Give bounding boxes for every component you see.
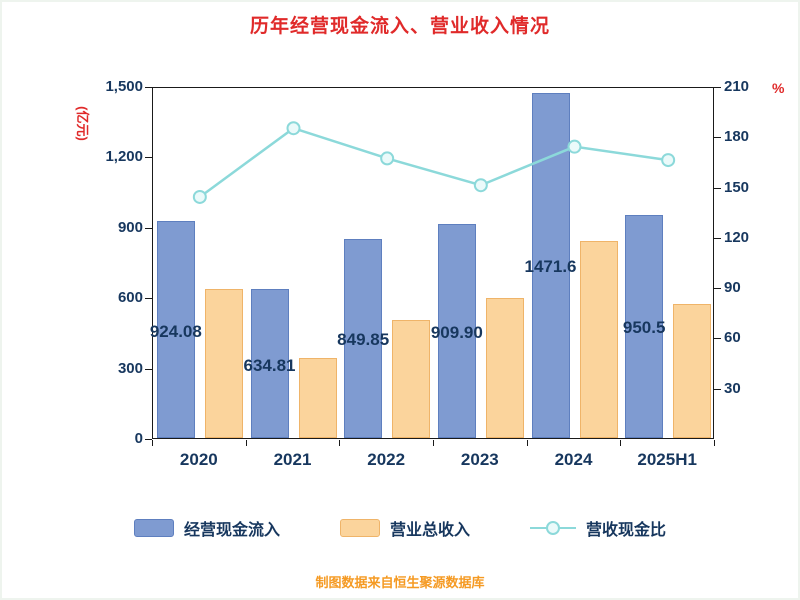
right-axis-tickmark [714,388,721,390]
bar-value-label-2025H1: 950.5 [622,318,666,338]
right-axis-tickmark [714,137,721,139]
bar-cash-inflow-2023 [437,224,476,438]
chart-title: 历年经营现金流入、营业收入情况 [249,16,550,37]
right-axis-unit-label: % [772,80,785,96]
cash-inflow-swatch-icon [133,519,174,537]
x-axis-tickmark [152,440,153,446]
left-axis-tick-label: 1,200 [105,148,143,166]
x-axis-label-2022: 2022 [367,450,406,469]
left-axis-tick-label: 300 [117,359,143,377]
left-axis-tickmark [145,439,152,440]
right-axis-tickmark [714,288,721,290]
left-axis-tick-label: 600 [117,289,143,307]
ratio-marker-2025H1 [661,153,676,168]
ratio-marker-2021 [286,121,301,136]
x-axis-tickmark [714,440,715,446]
legend-item-ratio: 营收现金比 [530,516,666,540]
bar-cash-inflow-2021 [250,289,289,438]
ratio-marker-2020 [192,189,207,204]
left-axis-tickmark [145,87,152,88]
right-axis-tick-label: 180 [724,128,750,146]
right-axis-tick-label: 150 [724,178,750,196]
legend: 经营现金流入 营业总收入 营收现金比 [2,516,798,540]
bar-revenue-2021 [298,357,337,438]
right-axis-tickmark [714,237,721,239]
bar-value-label-2020: 924.08 [149,321,202,341]
left-axis-tick-label: 1,500 [105,78,143,95]
ratio-marker-2024 [567,139,582,154]
x-axis-label-2020: 2020 [179,450,218,469]
left-axis-tickmark [145,368,152,370]
ratio-marker-2023 [473,178,488,193]
right-axis-tick-label: 30 [724,379,741,397]
legend-label-cash-inflow: 经营现金流入 [183,522,280,539]
left-axis-unit-label: (亿元) [74,106,90,141]
left-axis-tickmark [145,298,152,300]
legend-item-cash-inflow: 经营现金流入 [133,516,280,540]
left-axis-tick-label: 900 [117,218,143,236]
bar-cash-inflow-2025H1 [625,214,664,438]
plot-area: 924.08 634.81 849.85 909.90 1471.6 950.5 [149,87,714,439]
bar-revenue-2020 [204,288,243,438]
bar-value-label-2024: 1471.6 [524,257,577,277]
x-axis-tickmark [526,440,528,446]
bar-revenue-2024 [579,241,618,438]
source-note: 制图数据来自恒生聚源数据库 [315,575,485,590]
bar-cash-inflow-2022 [344,238,383,438]
right-axis-tick-label: 120 [724,228,750,246]
x-axis-tickmark [620,440,622,446]
legend-item-revenue: 营业总收入 [339,516,470,540]
bar-value-label-2021: 634.81 [243,355,296,375]
ratio-line [199,126,669,198]
x-axis-label-2023: 2023 [460,450,499,469]
x-axis-tickmark [339,440,341,446]
right-axis-tickmark [714,187,721,189]
x-axis-label-2021: 2021 [273,450,312,469]
ratio-line-swatch-icon [530,519,576,537]
bar-revenue-2025H1 [673,304,712,438]
left-axis-tickmark [145,227,152,229]
right-axis-tick-label: 210 [724,78,750,95]
x-axis-tickmark [433,440,434,446]
right-axis-tickmark [714,87,721,88]
bar-cash-inflow-2020 [156,221,195,438]
ratio-marker-2022 [380,151,395,166]
bar-value-label-2023: 909.90 [430,323,483,343]
x-axis-label-2024: 2024 [554,450,593,469]
bar-revenue-2023 [485,297,524,438]
legend-label-ratio: 营收现金比 [586,522,667,539]
right-axis-tickmark [714,338,721,340]
bar-value-label-2022: 849.85 [337,330,390,350]
left-axis-tickmark [145,157,152,159]
right-axis-tick-label: 90 [724,279,741,297]
x-axis-tickmark [245,440,247,446]
right-axis-tick-label: 60 [724,329,741,347]
legend-label-revenue: 营业总收入 [389,522,470,539]
revenue-swatch-icon [339,519,380,537]
x-axis-label-2025H1: 2025H1 [637,450,697,469]
left-axis-tick-label: 0 [134,430,143,447]
bar-revenue-2022 [392,319,431,438]
ratio-line-marker-icon [546,521,560,535]
